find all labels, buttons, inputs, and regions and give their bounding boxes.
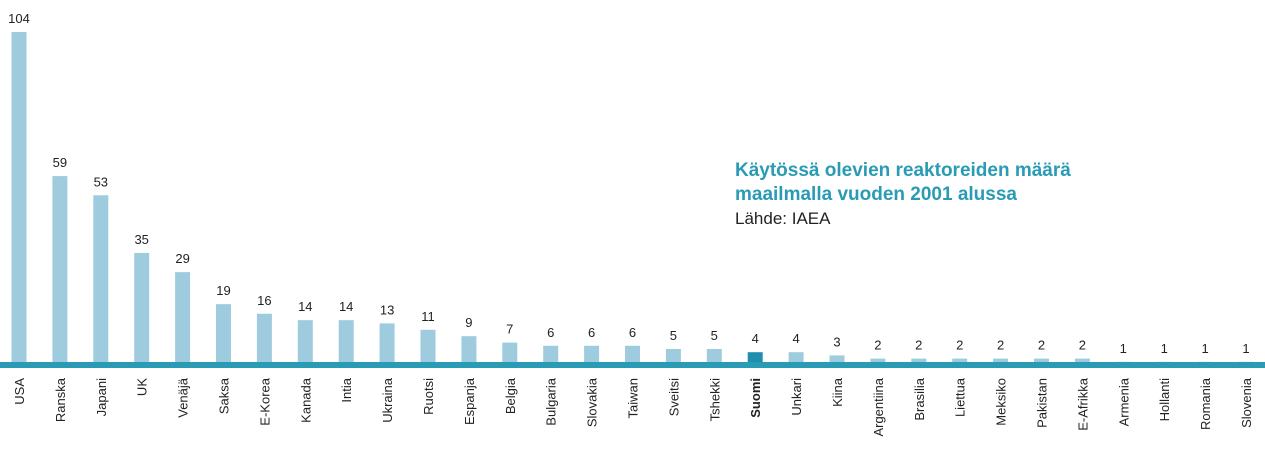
x-tick-label: Armenia [1116, 377, 1131, 426]
value-label: 1 [1120, 341, 1127, 356]
value-label: 5 [670, 328, 677, 343]
x-tick-label: Japani [94, 378, 109, 416]
bar [338, 320, 354, 365]
bar [993, 358, 1009, 365]
bar [175, 272, 191, 365]
value-label: 9 [465, 315, 472, 330]
bar [256, 313, 272, 365]
value-label: 2 [1079, 338, 1086, 353]
x-tick-label: Espanja [462, 377, 477, 425]
bar [1074, 358, 1090, 365]
value-label: 14 [298, 299, 312, 314]
x-tick-label: Saksa [217, 377, 232, 414]
x-tick-label: Bulgaria [544, 377, 559, 425]
bar [1034, 358, 1049, 365]
bar [216, 304, 231, 365]
x-tick-label: Intia [339, 377, 354, 402]
value-label: 1 [1242, 341, 1249, 356]
bar [379, 323, 395, 365]
x-tick-label: Unkari [789, 378, 804, 416]
bar [911, 358, 927, 365]
value-label: 2 [956, 338, 963, 353]
bar [952, 358, 968, 365]
x-tick-label: Tshekki [707, 378, 722, 421]
x-tick-label: Pakistan [1035, 378, 1050, 428]
x-tick-label: Brasilia [912, 377, 927, 420]
x-tick-label: Kiina [830, 377, 845, 407]
x-tick-label: Ranska [53, 377, 68, 422]
bar [829, 355, 845, 365]
value-label: 53 [94, 174, 108, 189]
value-label: 6 [588, 325, 595, 340]
value-label: 7 [506, 322, 513, 337]
bar [665, 348, 681, 365]
value-label: 11 [421, 309, 435, 324]
value-label: 2 [997, 338, 1004, 353]
bar [297, 320, 313, 365]
x-tick-label: E-Korea [257, 377, 272, 425]
x-tick-label: Venäjä [176, 377, 191, 418]
value-label: 6 [547, 325, 554, 340]
x-tick-label: Ukraina [380, 377, 395, 423]
x-tick-label: Slovakia [585, 377, 600, 427]
value-label: 2 [1038, 338, 1045, 353]
x-tick-label: Liettua [953, 377, 968, 417]
value-label: 5 [711, 328, 718, 343]
value-label: 29 [175, 251, 189, 266]
value-label: 59 [53, 155, 67, 170]
baseline [0, 362, 1265, 368]
x-tick-label: Romania [1198, 377, 1213, 430]
bar [52, 176, 68, 365]
bar [93, 195, 109, 365]
bar [625, 345, 640, 365]
x-tick-label: Taiwan [626, 378, 641, 418]
bar [502, 342, 518, 365]
value-label: 1 [1201, 341, 1208, 356]
value-label: 19 [216, 283, 230, 298]
x-tick-label: USA [12, 378, 27, 405]
bar [461, 336, 477, 365]
bar [584, 345, 600, 365]
value-label: 16 [257, 293, 271, 308]
bar [870, 358, 886, 365]
x-tick-label: Hollanti [1157, 378, 1172, 421]
x-tick-label: Ruotsi [421, 378, 436, 415]
bar [543, 345, 559, 365]
bar [11, 32, 27, 365]
value-label: 104 [8, 11, 30, 26]
x-tick-label: Belgia [503, 377, 518, 414]
bar [747, 352, 763, 365]
chart-source: Lähde: IAEA [735, 209, 831, 228]
x-tick-label: E-Afrikka [1075, 377, 1090, 431]
bar [706, 348, 722, 365]
value-label: 2 [915, 338, 922, 353]
bar [420, 329, 436, 365]
value-label: 6 [629, 325, 636, 340]
value-label: 4 [752, 331, 759, 346]
value-label: 2 [874, 338, 881, 353]
chart-subtitle: maailmalla vuoden 2001 alussa [735, 184, 1017, 205]
value-label: 3 [833, 334, 840, 349]
bar [134, 252, 150, 365]
x-tick-label: Sveitsi [666, 378, 681, 416]
x-tick-label: Kanada [298, 377, 313, 423]
bar [788, 352, 804, 365]
value-label: 14 [339, 299, 353, 314]
chart-title: Käytössä olevien reaktoreiden määrä [735, 160, 1071, 181]
x-tick-label: UK [135, 378, 150, 396]
x-tick-label: Slovenia [1239, 377, 1254, 428]
x-tick-label: Suomi [748, 378, 763, 418]
value-label: 1 [1161, 341, 1168, 356]
value-label: 35 [134, 232, 148, 247]
x-tick-label: Argentiina [871, 377, 886, 436]
value-label: 4 [792, 331, 799, 346]
x-tick-label: Meksiko [994, 378, 1009, 426]
value-label: 13 [380, 302, 394, 317]
